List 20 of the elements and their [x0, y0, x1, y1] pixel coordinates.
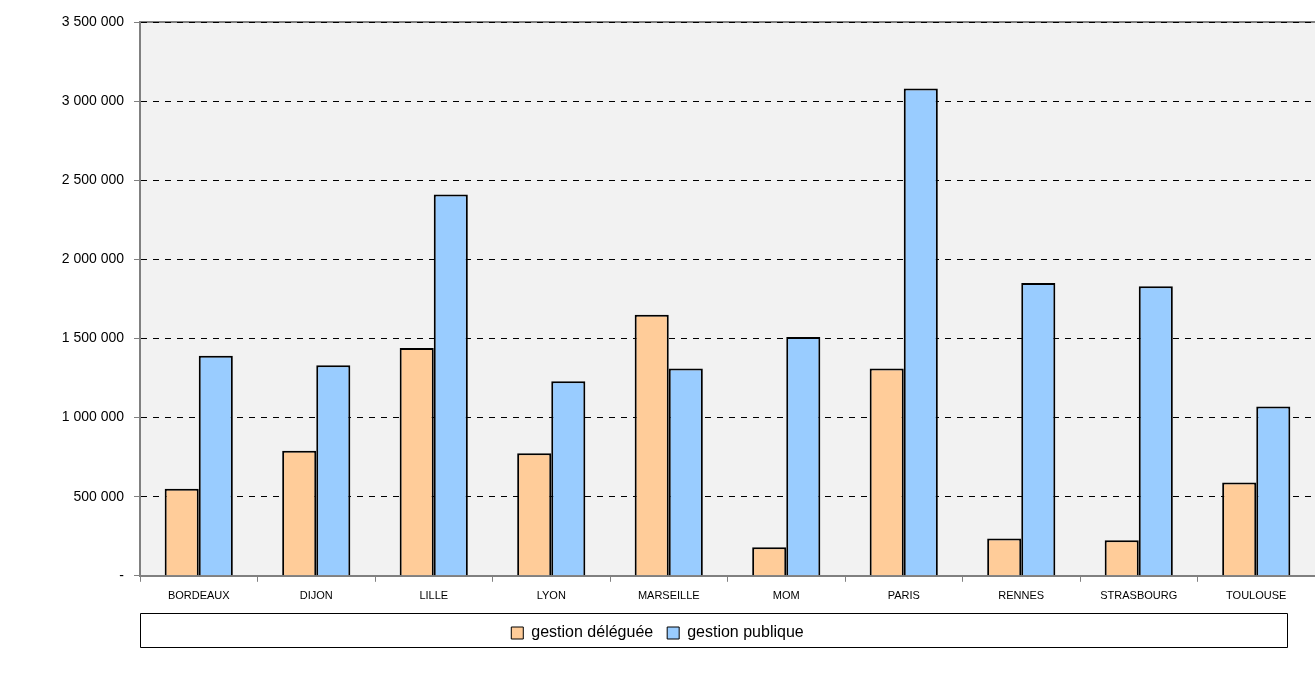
y-tick-label: 3 500 000 [61, 12, 125, 29]
x-tick-label: DIJON [299, 589, 333, 602]
legend-label: gestion publique [687, 623, 804, 641]
y-tick-label: 1 500 000 [61, 329, 125, 346]
y-tick-label: - [119, 566, 125, 583]
x-tick-label: MOM [772, 589, 800, 602]
x-tick-label: MARSEILLE [637, 589, 700, 602]
x-tick-label: LILLE [419, 589, 449, 602]
x-tick-label: PARIS [887, 589, 920, 602]
x-tick-label: TOULOUSE [1226, 589, 1287, 602]
x-tick-label: LYON [536, 589, 566, 602]
y-tick-label: 2 000 000 [61, 250, 125, 267]
y-tick-label: 500 000 [73, 487, 125, 504]
x-tick-label: BORDEAUX [167, 589, 231, 602]
legend-label: gestion déléguée [531, 623, 654, 641]
x-tick-label: RENNES [998, 589, 1045, 602]
y-tick-label: 1 000 000 [61, 408, 125, 425]
x-tick-label: STRASBOURG [1100, 589, 1178, 602]
y-tick-label: 2 500 000 [61, 171, 125, 188]
y-tick-label: 3 000 000 [61, 91, 125, 108]
